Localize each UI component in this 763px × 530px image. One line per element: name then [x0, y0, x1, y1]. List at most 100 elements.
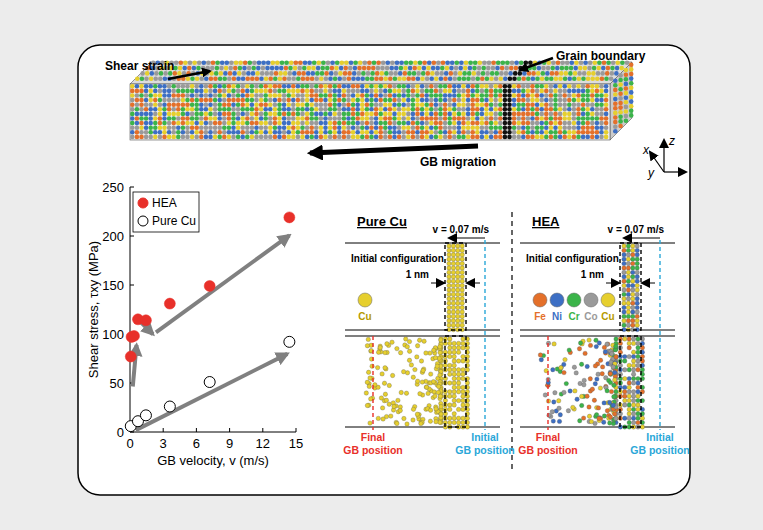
atom: [460, 253, 464, 257]
atom: [456, 323, 460, 327]
atom: [448, 394, 452, 398]
atom: [171, 89, 176, 94]
atom: [374, 130, 379, 135]
atom: [629, 81, 634, 86]
atom: [507, 125, 512, 130]
atom: [332, 84, 337, 89]
atom: [369, 107, 374, 112]
atom: [563, 76, 568, 81]
atom: [194, 107, 199, 112]
atom: [572, 102, 577, 107]
atom: [305, 125, 310, 130]
atom: [447, 116, 452, 121]
atom: [148, 116, 153, 121]
atom: [402, 76, 407, 81]
atom: [587, 71, 592, 76]
atom: [618, 73, 623, 78]
atom: [392, 84, 397, 89]
atom: [508, 71, 513, 76]
atom: [280, 61, 285, 66]
atom: [208, 112, 213, 117]
atom: [581, 84, 586, 89]
atom: [171, 125, 176, 130]
atom: [378, 130, 383, 135]
atom: [278, 76, 283, 81]
atom: [158, 107, 163, 112]
atom: [401, 130, 406, 135]
atom: [503, 121, 508, 126]
atom: [181, 89, 186, 94]
atom: [449, 66, 454, 71]
atom: [392, 112, 397, 117]
legend-marker: [138, 216, 148, 226]
atom: [231, 98, 236, 103]
atom: [360, 107, 365, 112]
atom: [448, 372, 452, 376]
atom: [562, 98, 567, 103]
atom: [453, 71, 458, 76]
atom: [544, 98, 549, 103]
atom: [599, 102, 604, 107]
atom: [259, 135, 264, 140]
atom: [340, 61, 345, 66]
atom: [503, 116, 508, 121]
atom: [466, 107, 471, 112]
atom: [562, 107, 567, 112]
atom: [144, 116, 149, 121]
atom: [259, 93, 264, 98]
atom: [383, 121, 388, 126]
atom: [218, 76, 223, 81]
triad-z: [663, 140, 664, 172]
atom: [383, 107, 388, 112]
atom: [618, 115, 623, 120]
atom: [493, 112, 498, 117]
atom: [407, 71, 412, 76]
velocity-label: v = 0.07 m/s: [433, 224, 490, 235]
atom: [355, 125, 360, 130]
atom: [240, 121, 245, 126]
atom: [162, 112, 167, 117]
atom: [498, 89, 503, 94]
x-tick-label: 15: [289, 436, 303, 451]
atom: [342, 102, 347, 107]
atom: [452, 412, 456, 416]
atom: [179, 61, 184, 66]
atom: [456, 385, 460, 389]
atom: [194, 130, 199, 135]
box-top: [130, 62, 632, 84]
atom: [199, 76, 204, 81]
atom: [522, 71, 527, 76]
atom: [277, 125, 282, 130]
atom: [268, 89, 273, 94]
atom: [148, 130, 153, 135]
atom: [424, 107, 429, 112]
atom: [213, 135, 218, 140]
atom: [162, 84, 167, 89]
atom: [595, 93, 600, 98]
atom: [605, 71, 610, 76]
atom: [624, 105, 629, 110]
atom: [248, 61, 253, 66]
atom: [220, 61, 225, 66]
atom: [277, 93, 282, 98]
atom: [194, 112, 199, 117]
atom: [539, 89, 544, 94]
atom: [352, 71, 357, 76]
panel-line: [345, 243, 500, 244]
atom: [530, 102, 535, 107]
atom: [383, 102, 388, 107]
atom: [135, 116, 140, 121]
atom: [544, 125, 549, 130]
atom: [585, 102, 590, 107]
atom: [291, 93, 296, 98]
atom: [553, 112, 558, 117]
atom: [457, 98, 462, 103]
atom: [228, 71, 233, 76]
atom: [461, 341, 465, 345]
atom: [447, 93, 452, 98]
atom: [273, 98, 278, 103]
atom: [451, 301, 455, 305]
atom: [196, 66, 201, 71]
atom: [355, 121, 360, 126]
atom: [222, 84, 227, 89]
